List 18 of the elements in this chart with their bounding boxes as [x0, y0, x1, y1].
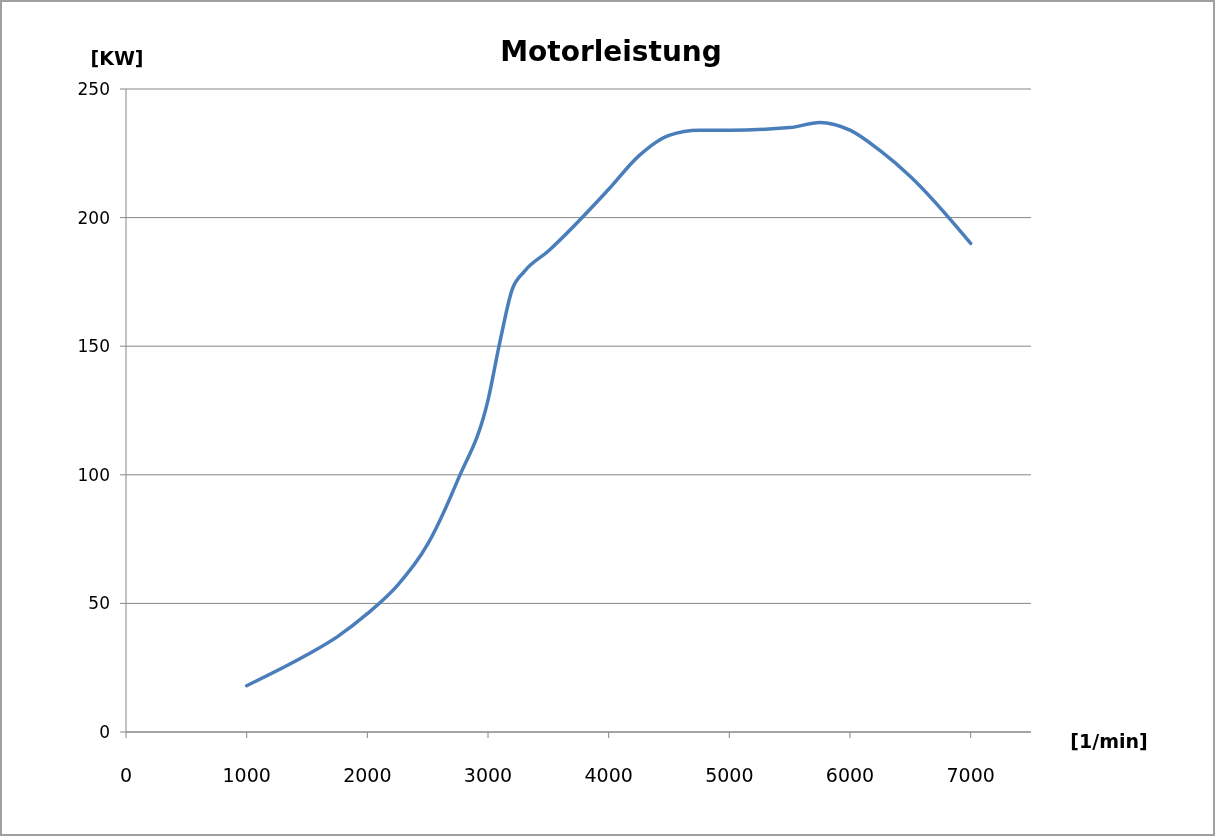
y-tick-label: 200	[77, 207, 110, 228]
x-tick-label: 2000	[343, 764, 392, 786]
x-tick-label: 4000	[584, 764, 633, 786]
chart-title: Motorleistung	[500, 35, 722, 68]
y-tick-label: 0	[99, 721, 110, 742]
y-tick-label: 100	[77, 464, 110, 485]
y-axis-title: [KW]	[90, 47, 144, 69]
x-axis-title: [1/min]	[1070, 730, 1148, 752]
x-tick-label: 3000	[463, 764, 513, 786]
y-tick-label: 250	[77, 78, 110, 99]
x-tick-label: 1000	[222, 764, 271, 786]
x-tick-label: 0	[119, 764, 133, 786]
x-tick-label: 7000	[946, 764, 995, 786]
line-series	[244, 120, 973, 688]
x-tick-label: 6000	[825, 764, 875, 786]
y-tick-label: 150	[77, 336, 110, 357]
x-tick-label: 5000	[705, 764, 754, 786]
y-tick-label: 50	[88, 593, 110, 614]
